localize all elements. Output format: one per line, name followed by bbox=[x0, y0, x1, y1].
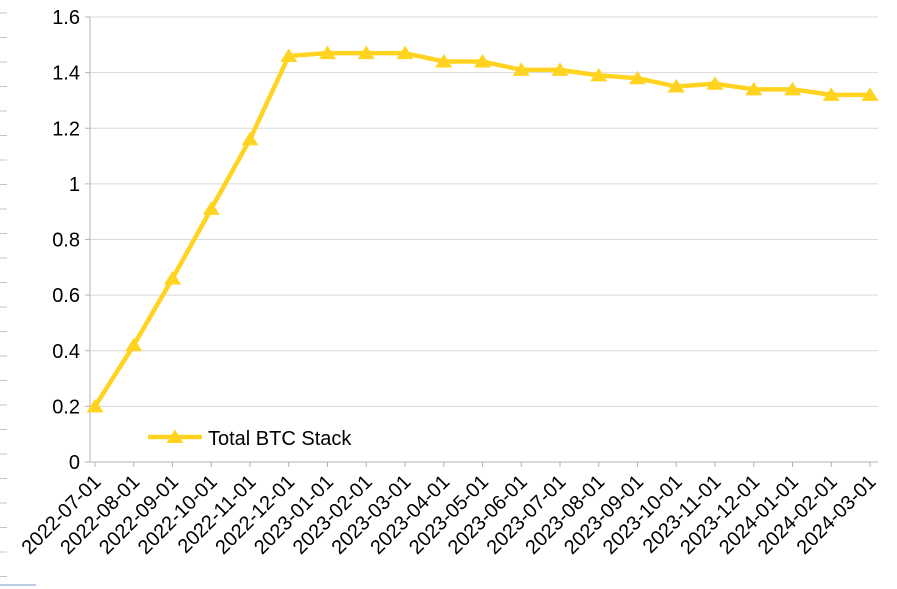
y-tick-label: 0.4 bbox=[52, 341, 80, 363]
series-line bbox=[93, 50, 870, 408]
triangle-marker bbox=[551, 62, 569, 76]
y-tick-label: 1.2 bbox=[52, 118, 80, 140]
y-tick-label: 0.2 bbox=[52, 396, 80, 418]
series-total-btc-stack bbox=[86, 45, 879, 413]
triangle-marker bbox=[745, 81, 763, 96]
spreadsheet-edge bbox=[0, 12, 36, 586]
triangle-marker bbox=[435, 54, 453, 68]
y-tick-label: 0.6 bbox=[52, 285, 80, 307]
triangle-marker bbox=[784, 81, 801, 96]
y-axis-labels: 0 0.2 0.4 0.6 0.8 1 1.2 1.4 1.6 bbox=[52, 7, 80, 474]
triangle-marker bbox=[125, 337, 143, 352]
triangle-marker bbox=[861, 87, 879, 101]
triangle-marker bbox=[706, 76, 724, 90]
y-tick-label: 0.8 bbox=[52, 230, 80, 252]
triangle-marker bbox=[474, 54, 491, 68]
triangle-marker bbox=[86, 398, 104, 413]
legend: Total BTC Stack bbox=[148, 428, 352, 450]
x-axis-labels: 2022-07-012022-08-012022-09-012022-10-01… bbox=[18, 471, 881, 559]
triangle-marker bbox=[396, 45, 414, 60]
triangle-marker bbox=[667, 79, 685, 93]
triangle-marker bbox=[166, 429, 184, 443]
triangle-marker bbox=[629, 70, 646, 85]
triangle-marker bbox=[319, 45, 336, 60]
triangle-marker bbox=[280, 48, 298, 62]
y-tick-label: 1 bbox=[69, 174, 80, 196]
legend-label: Total BTC Stack bbox=[208, 428, 352, 450]
y-tick-label: 0 bbox=[69, 452, 80, 474]
y-tick-label: 1.6 bbox=[52, 7, 80, 29]
triangle-marker bbox=[822, 87, 840, 101]
triangle-marker bbox=[512, 62, 530, 76]
axes bbox=[85, 16, 878, 467]
y-tick-label: 1.4 bbox=[52, 63, 80, 85]
triangle-marker bbox=[164, 270, 181, 285]
triangle-marker bbox=[357, 45, 375, 60]
triangle-marker bbox=[590, 67, 608, 82]
grid-lines bbox=[90, 16, 878, 407]
triangle-marker bbox=[202, 201, 220, 215]
triangle-marker bbox=[241, 131, 259, 146]
